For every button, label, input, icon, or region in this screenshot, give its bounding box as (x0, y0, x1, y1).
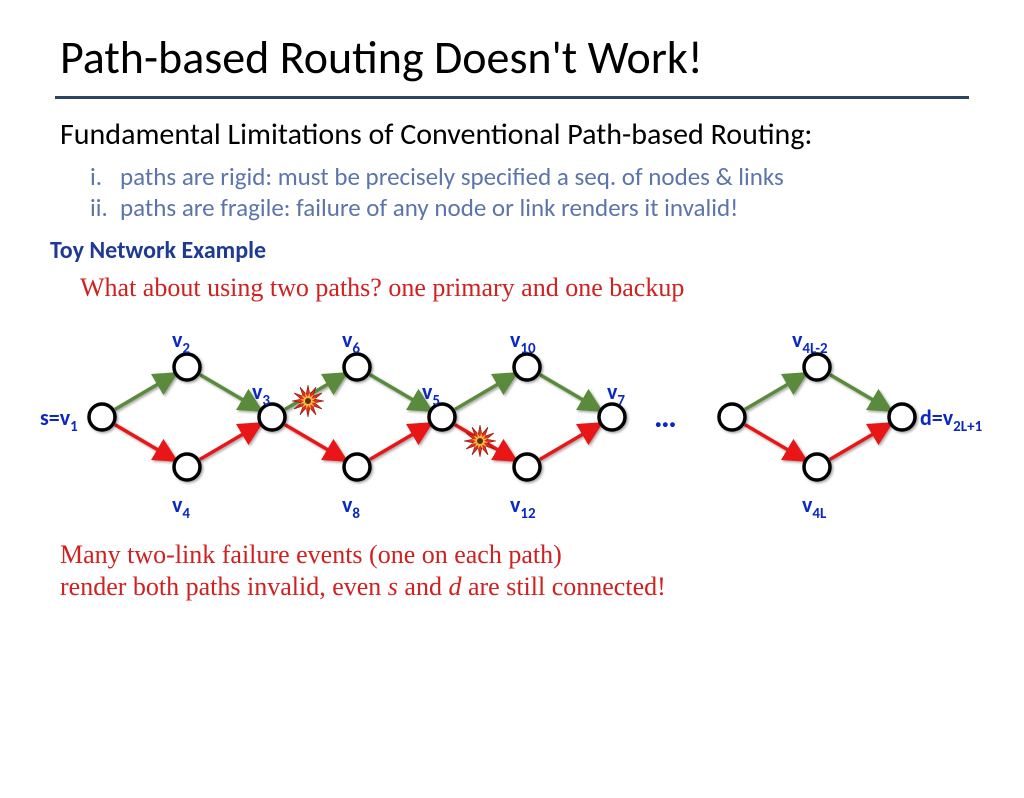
svg-text:v6: v6 (342, 326, 360, 358)
svg-text:v4L: v4L (802, 491, 827, 523)
var-d: d (448, 572, 461, 601)
svg-text:v10: v10 (510, 326, 536, 358)
question-text: What about using two paths? one primary … (80, 273, 1024, 303)
bullet-list: i.paths are rigid: must be precisely spe… (90, 161, 969, 224)
svg-text:v4: v4 (172, 491, 190, 523)
conclusion-line1: Many two-link failure events (one on eac… (60, 540, 562, 569)
bullet-text: paths are fragile: failure of any node o… (120, 192, 738, 223)
conclusion-line2b: and (398, 572, 449, 601)
svg-text:s=v1: s=v1 (40, 404, 78, 436)
example-label: Toy Network Example (50, 236, 1024, 265)
svg-text:v8: v8 (342, 491, 360, 523)
bullet-item: i.paths are rigid: must be precisely spe… (90, 161, 969, 192)
svg-text:…: … (654, 397, 677, 436)
subtitle: Fundamental Limitations of Conventional … (60, 117, 969, 153)
conclusion-line2c: are still connected! (461, 572, 665, 601)
var-s: s (388, 572, 398, 601)
bullet-roman: ii. (90, 192, 120, 223)
svg-text:v2: v2 (172, 326, 190, 358)
conclusion-text: Many two-link failure events (one on eac… (60, 539, 1024, 604)
slide-title: Path-based Routing Doesn't Work! (60, 30, 1024, 86)
conclusion-line2a: render both paths invalid, even (60, 572, 388, 601)
title-rule (55, 96, 969, 99)
bullet-item: ii.paths are fragile: failure of any nod… (90, 192, 969, 223)
svg-text:v12: v12 (510, 491, 536, 523)
bullet-roman: i. (90, 161, 120, 192)
svg-text:d=v2L+1: d=v2L+1 (920, 404, 983, 436)
network-diagram: s=v1v2v4v3v6v8v5v10v12v7v4L-2v4Ld=v2L+1… (32, 307, 992, 527)
svg-text:v4L-2: v4L-2 (792, 326, 828, 358)
bullet-text: paths are rigid: must be precisely speci… (120, 161, 784, 192)
